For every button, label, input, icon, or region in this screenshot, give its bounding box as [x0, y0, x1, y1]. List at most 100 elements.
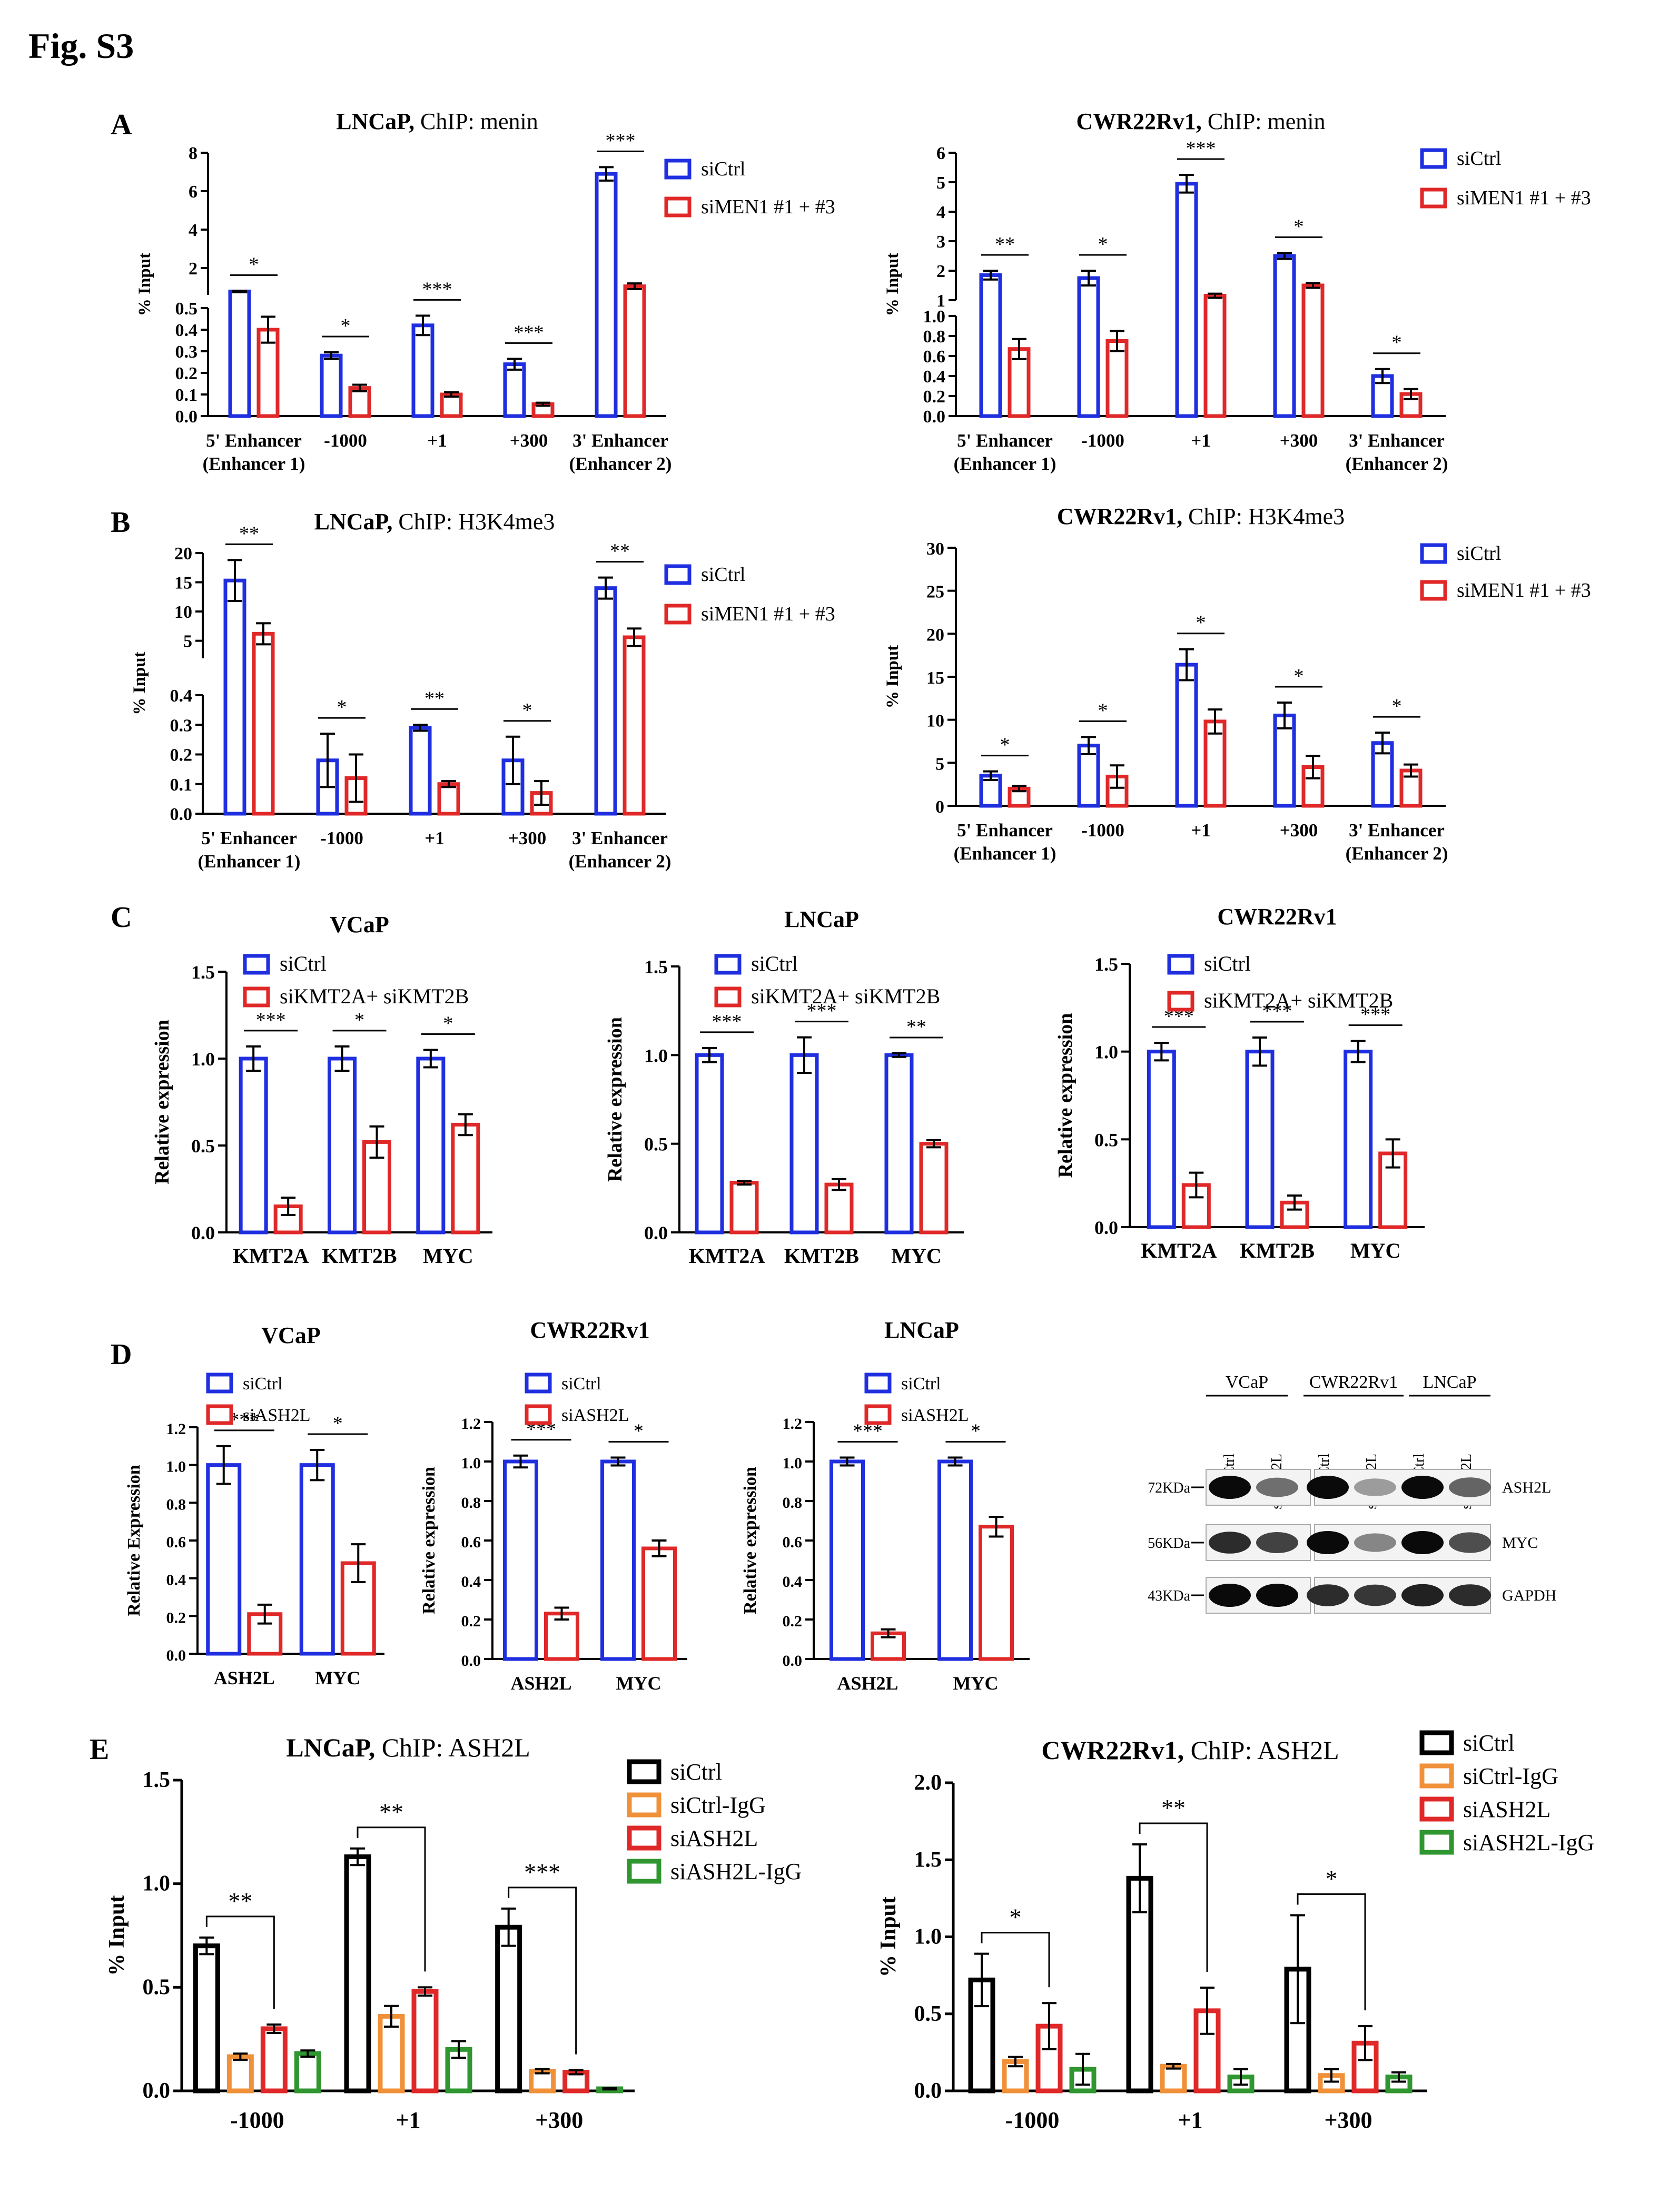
- x-tick-label: (Enhancer 1): [954, 843, 1056, 864]
- y-tick-label: 0.6: [783, 1534, 803, 1551]
- blot-band: [1449, 1532, 1491, 1553]
- chart-title: LNCaP, ChIP: menin: [336, 108, 538, 134]
- y-axis-label: % Input: [105, 1895, 129, 1976]
- blot-band: [1256, 1477, 1298, 1497]
- y-tick-label: 1.0: [166, 1458, 186, 1476]
- bar: [226, 2054, 254, 2094]
- x-tick-label: 3' Enhancer: [572, 828, 668, 848]
- y-tick-label: 0.1: [175, 386, 198, 405]
- y-tick-label: 0.1: [170, 775, 193, 795]
- legend-swatch: [664, 196, 692, 218]
- significance-label: **: [1161, 1794, 1186, 1821]
- y-tick-label: 6: [189, 182, 197, 202]
- legend-label: siASH2L: [670, 1825, 758, 1851]
- bar: [437, 782, 460, 816]
- chart-title: LNCaP, ChIP: H3K4me3: [314, 509, 555, 535]
- significance-label: ***: [807, 1000, 837, 1022]
- legend-label: siASH2L-IgG: [670, 1859, 802, 1884]
- legend-label: siMEN1 #1 + #3: [1457, 187, 1591, 209]
- y-tick-label: 0.0: [170, 805, 193, 824]
- legend-label: siMEN1 #1 + #3: [701, 196, 835, 218]
- y-tick-label: 2: [189, 259, 197, 279]
- x-tick-label: KMT2B: [784, 1244, 859, 1268]
- panel-label-D: D: [111, 1338, 132, 1371]
- blot-band: [1449, 1584, 1491, 1606]
- bar: [1193, 2008, 1221, 2094]
- panel-label-A: A: [111, 108, 132, 141]
- y-tick-label: 0.6: [461, 1534, 481, 1551]
- legend-swatch: [1420, 148, 1447, 169]
- bar: [228, 289, 251, 418]
- panel-label-B: B: [111, 506, 130, 539]
- y-tick-label: 0.0: [166, 1647, 186, 1664]
- bar: [1077, 744, 1100, 808]
- legend-swatch: [525, 1404, 552, 1425]
- bar: [206, 1463, 242, 1656]
- y-tick-label: 1.5: [914, 1848, 942, 1872]
- blot-band: [1209, 1584, 1251, 1607]
- y-tick-label: 0.5: [191, 1135, 215, 1157]
- legend-label: siASH2L: [901, 1406, 969, 1425]
- legend-label: siCtrl: [701, 564, 745, 586]
- significance-bracket: [508, 1887, 577, 2055]
- y-axis-label: Relative expression: [604, 1017, 626, 1182]
- significance-label: *: [354, 1009, 364, 1031]
- bar: [411, 323, 434, 418]
- y-tick-label: 0.5: [644, 1134, 668, 1155]
- significance-label: **: [424, 687, 445, 709]
- chart-E2: 0.0 0.5 1.0 1.5 2.0 % Input CWR22Rv1, ChIP: AS…: [876, 1730, 1594, 2133]
- y-axis-label: % Input: [883, 645, 902, 708]
- y-tick-label: 1.5: [191, 962, 215, 983]
- y-tick-label: 0.4: [461, 1573, 481, 1591]
- y-tick-label: 0.3: [170, 716, 193, 735]
- bar: [503, 362, 526, 418]
- y-tick-label: 0.5: [1094, 1129, 1118, 1150]
- bar: [824, 1182, 854, 1235]
- y-tick-label: 15: [174, 574, 192, 593]
- blot-band: [1307, 1476, 1349, 1499]
- y-axis-label: Relative expression: [740, 1467, 760, 1614]
- y-tick-label: 0.5: [914, 2002, 942, 2026]
- x-tick-label: -1000: [324, 430, 367, 451]
- x-tick-label: -1000: [230, 2107, 284, 2133]
- y-tick-label: 0.0: [783, 1652, 803, 1670]
- legend-label: siCtrl: [1463, 1730, 1515, 1756]
- x-tick-label: ASH2L: [510, 1673, 571, 1694]
- significance-label: **: [610, 540, 630, 562]
- blot-band: [1354, 1584, 1396, 1606]
- y-tick-label: 1.0: [783, 1455, 803, 1472]
- y-tick-label: 1.0: [1094, 1042, 1118, 1063]
- y-tick-label: 0.4: [923, 367, 946, 387]
- significance-label: *: [1000, 734, 1010, 756]
- bar: [239, 1056, 268, 1235]
- bar: [1203, 294, 1227, 418]
- chart-title: CWR22Rv1, ChIP: H3K4me3: [1057, 503, 1345, 529]
- blot-band: [1354, 1478, 1396, 1496]
- y-axis-label: Relative expression: [151, 1020, 173, 1184]
- chart-title: LNCaP: [784, 906, 859, 932]
- legend-swatch: [864, 1404, 892, 1425]
- bar: [1147, 1050, 1176, 1229]
- x-tick-label: (Enhancer 2): [1346, 453, 1448, 474]
- legend-label: siCtrl-IgG: [670, 1792, 766, 1818]
- x-tick-label: -1000: [1005, 2107, 1060, 2133]
- legend-label: siKMT2A+ siKMT2B: [280, 984, 469, 1008]
- legend-label: siCtrl: [280, 952, 327, 975]
- x-tick-label: KMT2B: [1240, 1239, 1315, 1262]
- bar: [320, 353, 343, 418]
- significance-label: **: [995, 233, 1015, 255]
- chart-A1: 0.0 0.1 0.2 0.3 0.4 0.5 2 4 6 8 % Input LNCaP, ChIP…: [135, 108, 835, 474]
- bar: [979, 273, 1002, 418]
- chart-B2: 0 5 10 15 20 25 30 % Input CWR22Rv1, ChIP: H3K4m…: [883, 503, 1591, 864]
- bar: [260, 2026, 288, 2094]
- blot-protein-label: ASH2L: [1502, 1479, 1551, 1496]
- bar: [1301, 283, 1325, 418]
- legend-swatch: [243, 986, 270, 1008]
- y-axis-label: % Input: [130, 651, 149, 715]
- y-tick-label: 0.2: [175, 364, 198, 383]
- legend-swatch: [1419, 1730, 1454, 1755]
- blot-band: [1307, 1584, 1349, 1606]
- bar: [1126, 1875, 1153, 2094]
- legend-swatch: [664, 564, 692, 585]
